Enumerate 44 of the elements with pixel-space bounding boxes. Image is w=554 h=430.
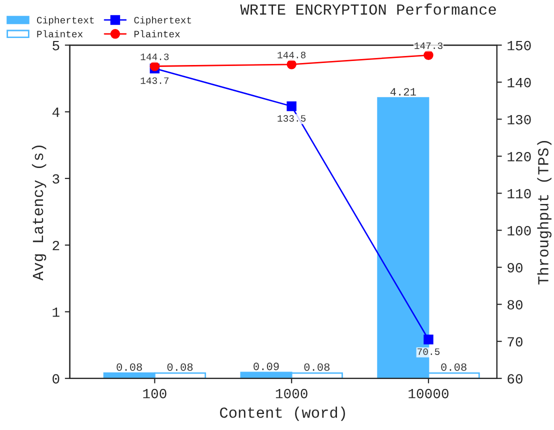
y2-tick-label: 100	[508, 226, 531, 236]
data-label: 143.7	[140, 77, 169, 84]
data-label: 70.5	[418, 348, 440, 355]
y2-tick-label: 130	[508, 114, 531, 124]
legend-label: Plaintex	[37, 30, 83, 38]
y-tick-label: 4	[52, 108, 60, 117]
point	[286, 101, 296, 112]
chart-title: WRITE ENCRYPTION Performance	[240, 4, 496, 15]
point	[286, 60, 296, 70]
data-label: 147.3	[414, 42, 442, 50]
data-label: 144.8	[278, 52, 306, 58]
y2-tick-label: 80	[508, 300, 522, 310]
y2-axis-title: Throughput (TPS)	[537, 141, 552, 285]
y-axis-title: Avg Latency (s)	[32, 146, 46, 281]
y-tick-label: 3	[52, 174, 60, 184]
y2-tick-label: 120	[508, 152, 531, 162]
point	[424, 334, 434, 344]
y-tick-label: 1	[52, 308, 60, 317]
point	[150, 61, 160, 72]
y2-tick-label: 140	[508, 78, 531, 88]
y2-tick-label: 60	[508, 374, 522, 384]
legend-label: Ciphertext	[134, 16, 192, 26]
legend-label: Plaintex	[134, 30, 180, 38]
y2-tick-label: 90	[508, 263, 522, 272]
point	[424, 50, 434, 60]
x-tick-label: 100	[143, 388, 166, 398]
x-axis-title: Content (word)	[220, 406, 345, 421]
y2-tick-label: 70	[508, 337, 522, 347]
y-tick-label: 0	[52, 374, 60, 384]
x-tick-label: 1000	[276, 388, 308, 398]
data-label: 0.09	[254, 362, 279, 370]
data-label: 144.3	[140, 54, 169, 60]
legend-label: Ciphertext	[37, 16, 94, 26]
y-tick-label: 2	[52, 240, 60, 250]
data-label: 0.08	[441, 363, 466, 371]
x-tick-label: 10000	[408, 388, 448, 398]
data-label: 0.08	[116, 363, 142, 371]
data-label: 0.08	[167, 363, 193, 371]
data-label: 0.08	[304, 363, 330, 371]
y-tick-label: 5	[52, 41, 60, 50]
y2-tick-label: 150	[508, 40, 531, 50]
data-label: 133.5	[278, 115, 306, 122]
data-label: 4.21	[390, 88, 416, 96]
y2-tick-label: 110	[508, 189, 531, 198]
